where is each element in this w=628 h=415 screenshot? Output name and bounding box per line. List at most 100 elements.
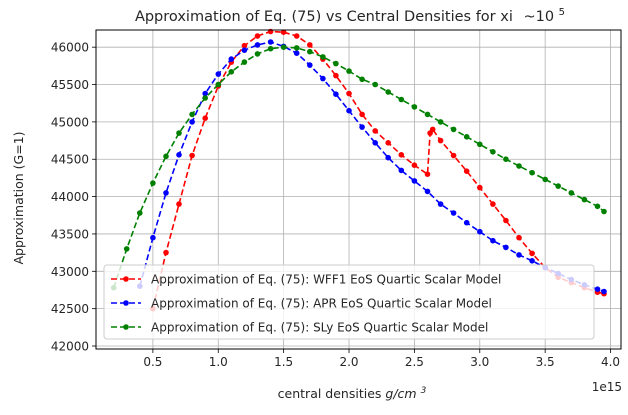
chart-title-suffix: ~10 xyxy=(523,9,554,25)
data-point-apr xyxy=(241,47,248,53)
legend-swatch-marker xyxy=(123,276,129,282)
data-point-apr xyxy=(463,219,470,226)
data-point-wff1 xyxy=(398,152,405,158)
data-point-sly xyxy=(601,208,607,215)
data-point-sly xyxy=(320,54,326,60)
data-point-wff1 xyxy=(411,162,418,168)
data-point-wff1 xyxy=(333,72,339,79)
x-tick-label: 2.5 xyxy=(405,355,424,369)
y-tick-label: 42500 xyxy=(51,302,89,316)
x-tick-label: 2.0 xyxy=(339,355,358,369)
legend-entry-wff1: Approximation of Eq. (75): WFF1 EoS Quar… xyxy=(111,273,501,287)
data-point-apr xyxy=(163,190,169,196)
data-point-sly xyxy=(463,134,470,140)
data-point-wff1 xyxy=(385,140,392,146)
data-point-wff1 xyxy=(463,168,470,174)
data-point-sly xyxy=(202,95,208,101)
chart-title: Approximation of Eq. (75) vs Central Den… xyxy=(135,7,565,25)
legend-label-sly: Approximation of Eq. (75): SLy EoS Quart… xyxy=(151,321,488,335)
data-point-apr xyxy=(437,201,444,207)
data-point-apr xyxy=(346,107,352,114)
data-point-sly xyxy=(424,111,431,118)
data-point-wff1 xyxy=(176,201,182,207)
data-point-apr xyxy=(293,50,300,56)
data-point-sly xyxy=(359,76,365,83)
data-point-apr xyxy=(516,252,522,258)
data-point-wff1 xyxy=(429,126,436,133)
chart-title-main: Approximation of Eq. (75) vs Central Den… xyxy=(135,9,513,25)
data-point-sly xyxy=(411,104,418,110)
legend-swatch-marker xyxy=(123,324,129,330)
data-point-sly xyxy=(437,119,444,125)
data-point-sly xyxy=(150,180,156,186)
legend-entry-sly: Approximation of Eq. (75): SLy EoS Quart… xyxy=(111,321,488,335)
data-point-apr xyxy=(411,178,418,184)
data-point-wff1 xyxy=(503,217,509,224)
data-point-wff1 xyxy=(437,137,444,144)
data-point-sly xyxy=(254,51,261,57)
data-point-sly xyxy=(137,210,143,216)
data-point-wff1 xyxy=(280,29,287,35)
legend-label-wff1: Approximation of Eq. (75): WFF1 EoS Quar… xyxy=(151,273,501,287)
data-point-apr xyxy=(601,288,607,295)
data-point-apr xyxy=(320,75,326,82)
data-point-apr xyxy=(372,140,379,146)
y-tick-label: 43000 xyxy=(51,265,89,279)
data-point-apr xyxy=(450,210,457,216)
data-point-apr xyxy=(176,152,182,158)
x-tick-label: 3.5 xyxy=(536,355,555,369)
x-tick-label: 1.0 xyxy=(209,355,228,369)
data-point-sly xyxy=(228,69,235,75)
data-point-sly xyxy=(163,153,169,160)
data-point-wff1 xyxy=(372,128,379,134)
data-point-sly xyxy=(293,45,300,51)
axis-ticks: 0.5 1.0 1.5 2.0 2.5 3.0 3.5 4.0 42000 42500 43000 4… xyxy=(51,41,620,369)
series-line-sly xyxy=(112,46,605,288)
data-point-sly xyxy=(490,149,496,155)
data-point-wff1 xyxy=(359,111,365,118)
data-point-sly xyxy=(542,176,548,183)
data-point-apr xyxy=(202,90,208,97)
legend-box xyxy=(103,264,595,340)
data-point-sly xyxy=(372,81,379,88)
data-point-wff1 xyxy=(346,90,352,97)
chart-title-exponent: 5 xyxy=(559,7,565,18)
data-point-sly xyxy=(477,141,483,148)
data-point-apr xyxy=(424,188,431,195)
data-point-apr xyxy=(254,42,261,48)
data-point-apr xyxy=(307,62,313,68)
y-tick-label: 46000 xyxy=(51,41,89,55)
data-point-apr xyxy=(228,56,235,62)
data-point-wff1 xyxy=(307,42,313,48)
data-point-sly xyxy=(529,169,535,176)
data-point-apr xyxy=(215,71,222,77)
data-point-sly xyxy=(568,190,575,196)
data-point-wff1 xyxy=(163,249,169,256)
data-point-sly xyxy=(555,183,561,189)
data-point-sly xyxy=(450,126,457,133)
data-point-wff1 xyxy=(189,152,195,159)
data-point-wff1 xyxy=(241,42,248,49)
data-point-apr xyxy=(594,286,601,293)
data-point-wff1 xyxy=(477,184,483,191)
data-point-apr xyxy=(150,234,156,241)
data-point-sly xyxy=(123,246,130,252)
data-point-wff1 xyxy=(254,33,261,39)
data-point-wff1 xyxy=(450,152,457,159)
x-tick-label: 0.5 xyxy=(143,355,162,369)
x-axis-label-text: central densities xyxy=(278,386,386,401)
x-tick-label: 4.0 xyxy=(601,355,620,369)
plot-area-frame xyxy=(95,29,622,350)
data-point-sly xyxy=(581,196,588,203)
legend-label-apr: Approximation of Eq. (75): APR EoS Quart… xyxy=(151,297,492,311)
data-point-apr xyxy=(333,91,339,97)
data-point-sly xyxy=(385,89,392,95)
data-point-apr xyxy=(359,124,365,130)
data-point-sly xyxy=(516,163,522,169)
data-point-sly xyxy=(267,45,274,52)
data-point-wff1 xyxy=(293,33,300,39)
y-axis-label: Approximation (G=1) xyxy=(11,131,26,264)
y-tick-label: 44500 xyxy=(51,153,89,167)
